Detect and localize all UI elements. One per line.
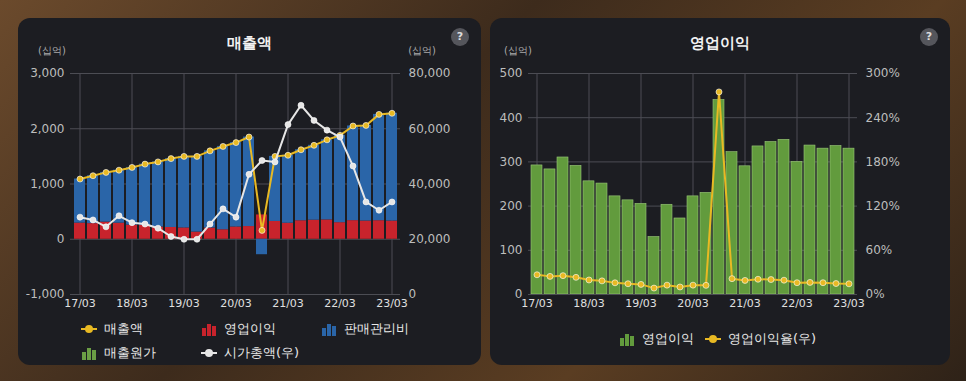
svg-text:19/03: 19/03 <box>625 297 657 310</box>
html-text:영업이익: 영업이익 <box>690 34 750 52</box>
svg-text:0: 0 <box>514 287 523 302</box>
svg-text:22/03: 22/03 <box>324 297 356 310</box>
svg-text:21/03: 21/03 <box>272 297 304 310</box>
svg-text:23/03: 23/03 <box>376 297 408 310</box>
svg-text:23/03: 23/03 <box>833 297 865 310</box>
svg-text:60%: 60% <box>866 243 893 257</box>
svg-text:21/03: 21/03 <box>729 297 761 310</box>
svg-text:3,000: 3,000 <box>30 66 64 80</box>
svg-text:0: 0 <box>409 287 417 301</box>
html-text:판매관리비: 판매관리비 <box>344 321 409 336</box>
html-text:매출액: 매출액 <box>104 321 143 336</box>
svg-text:19/03: 19/03 <box>168 297 200 310</box>
html-text:(십억): (십억) <box>38 45 66 56</box>
svg-text:300: 300 <box>500 155 523 169</box>
svg-text:18/03: 18/03 <box>573 297 605 310</box>
svg-text:1,000: 1,000 <box>30 177 64 191</box>
svg-text:500: 500 <box>500 66 523 80</box>
svg-text:200: 200 <box>500 199 523 213</box>
svg-text:0: 0 <box>57 232 65 246</box>
html-text:매출원가: 매출원가 <box>104 345 156 360</box>
svg-text:240%: 240% <box>866 111 900 125</box>
html-text:(십억): (십억) <box>504 45 532 56</box>
svg-text:18/03: 18/03 <box>116 297 148 310</box>
html-text:영업이익: 영업이익 <box>642 331 694 346</box>
html-text:영업이익율(우): 영업이익율(우) <box>728 331 817 346</box>
svg-text:60,000: 60,000 <box>409 122 451 136</box>
svg-text:20/03: 20/03 <box>220 297 252 310</box>
svg-text:180%: 180% <box>866 155 900 169</box>
svg-text:22/03: 22/03 <box>781 297 813 310</box>
svg-text:2,000: 2,000 <box>30 122 64 136</box>
svg-text:0%: 0% <box>866 287 885 301</box>
svg-text:40,000: 40,000 <box>409 177 451 191</box>
svg-text:17/03: 17/03 <box>64 297 96 310</box>
svg-text:100: 100 <box>500 243 523 257</box>
svg-text:20,000: 20,000 <box>409 232 451 246</box>
svg-text:20/03: 20/03 <box>677 297 709 310</box>
html-text:시가총액(우): 시가총액(우) <box>224 345 300 360</box>
svg-text:80,000: 80,000 <box>409 66 451 80</box>
html-text:(십억): (십억) <box>408 45 436 56</box>
html-text:매출액: 매출액 <box>227 34 272 52</box>
svg-text:400: 400 <box>500 111 523 125</box>
svg-text:-1,000: -1,000 <box>26 287 65 301</box>
html-text:영업이익: 영업이익 <box>224 321 276 336</box>
svg-text:300%: 300% <box>866 66 900 80</box>
svg-text:17/03: 17/03 <box>521 297 553 310</box>
svg-text:120%: 120% <box>866 199 900 213</box>
